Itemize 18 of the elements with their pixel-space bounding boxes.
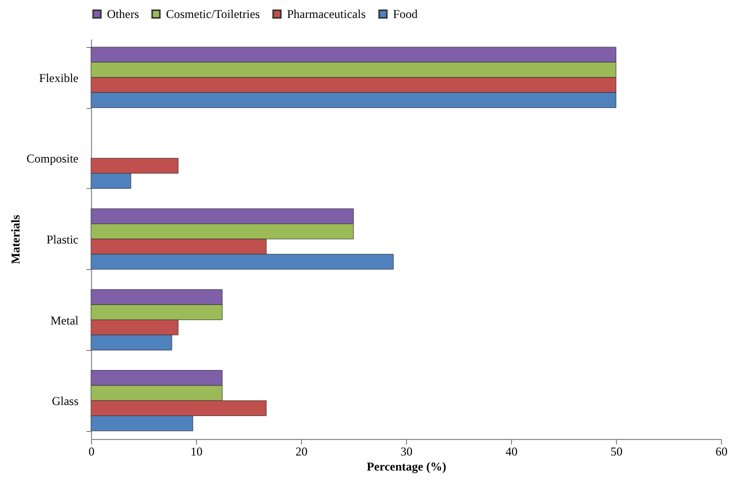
y-tick-label: Flexible [39,70,78,85]
y-tick-label: Plastic [46,232,78,246]
legend-label: Pharmaceuticals [287,7,366,22]
y-axis-title: Materials [8,214,22,264]
legend-label: Others [107,7,140,22]
x-tick-label: 50 [610,444,622,458]
x-tick-label: 40 [506,444,518,458]
x-tick-label: 60 [716,444,728,458]
x-tick-label: 30 [400,444,412,458]
x-axis-title: Percentage (%) [366,460,446,474]
x-tick-label: 20 [296,444,308,458]
legend-label: Cosmetic/Toiletries [166,7,260,22]
y-tick-label: Metal [50,313,80,328]
y-tick-label: Composite [26,152,78,166]
x-tick-label: 10 [190,444,202,458]
legend-label: Food [393,7,418,22]
x-tick-label: 0 [88,444,94,458]
y-tick-label: Glass [52,394,79,408]
